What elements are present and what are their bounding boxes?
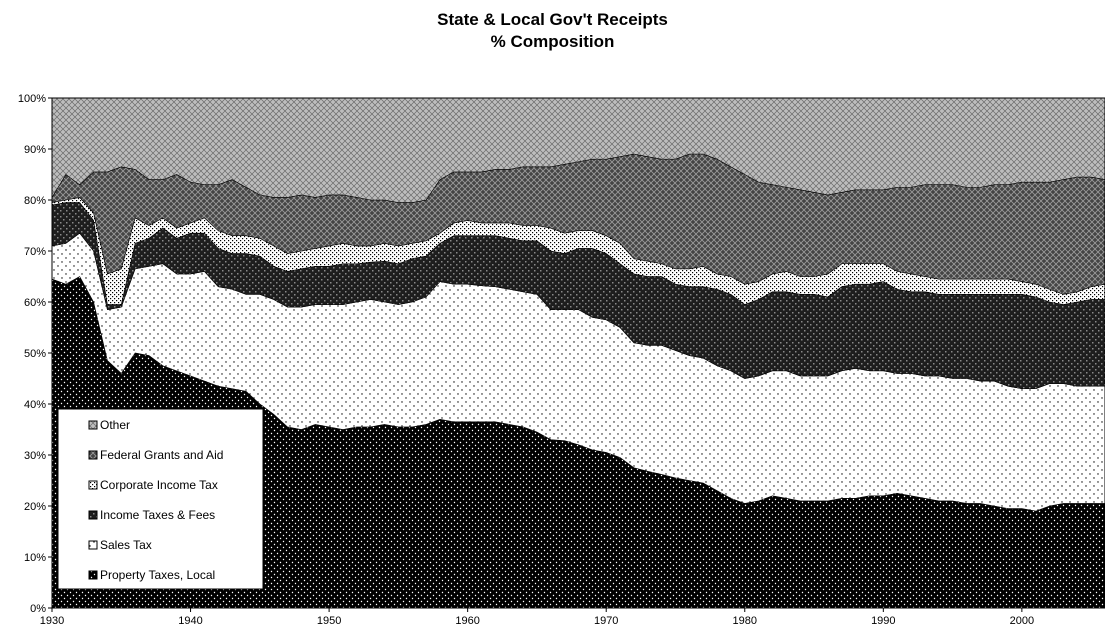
legend-label-other: Other — [100, 418, 130, 432]
y-tick-label: 30% — [24, 450, 46, 462]
legend-swatch-income-taxes-fees — [88, 510, 98, 520]
x-tick-label: 1990 — [871, 615, 895, 627]
legend-swatch-corporate-income-tax — [88, 480, 98, 490]
legend: Other Federal Grants and Aid Corporate Inc… — [57, 408, 264, 590]
legend-label-sales-tax: Sales Tax — [100, 538, 152, 552]
legend-label-corporate-income-tax: Corporate Income Tax — [100, 478, 218, 492]
y-tick-label: 90% — [24, 144, 46, 156]
y-tick-label: 70% — [24, 246, 46, 258]
chart-subtitle: % Composition — [490, 32, 615, 51]
x-tick-label: 1940 — [178, 615, 202, 627]
legend-label-property-taxes-local: Property Taxes, Local — [100, 568, 215, 582]
x-tick-label: 1970 — [594, 615, 618, 627]
legend-swatch-sales-tax — [88, 540, 98, 550]
y-tick-label: 60% — [24, 297, 46, 309]
x-tick-label: 2000 — [1010, 615, 1034, 627]
legend-swatch-other — [88, 420, 98, 430]
x-tick-label: 1960 — [455, 615, 479, 627]
y-tick-label: 100% — [18, 93, 46, 105]
x-tick-label: 1930 — [40, 615, 64, 627]
y-tick-label: 50% — [24, 348, 46, 360]
y-tick-label: 80% — [24, 195, 46, 207]
x-tick-label: 1950 — [317, 615, 341, 627]
x-tick-label: 1980 — [733, 615, 757, 627]
y-tick-label: 10% — [24, 552, 46, 564]
chart-title: State & Local Gov't Receipts — [437, 10, 668, 29]
axes: 0% 10% 20% 30% 40% 50% 60% 70% 80% 90% 100% 1930 194… — [18, 93, 1105, 627]
y-tick-label: 40% — [24, 399, 46, 411]
legend-swatch-property-taxes-local — [88, 570, 98, 580]
y-tick-label: 0% — [30, 603, 46, 615]
legend-label-income-taxes-fees: Income Taxes & Fees — [100, 508, 215, 522]
legend-swatch-federal-grants-and-aid — [88, 450, 98, 460]
y-tick-label: 20% — [24, 501, 46, 513]
plot-area — [51, 97, 1105, 609]
legend-label-federal-grants-and-aid: Federal Grants and Aid — [100, 448, 223, 462]
legend-box — [57, 408, 264, 590]
